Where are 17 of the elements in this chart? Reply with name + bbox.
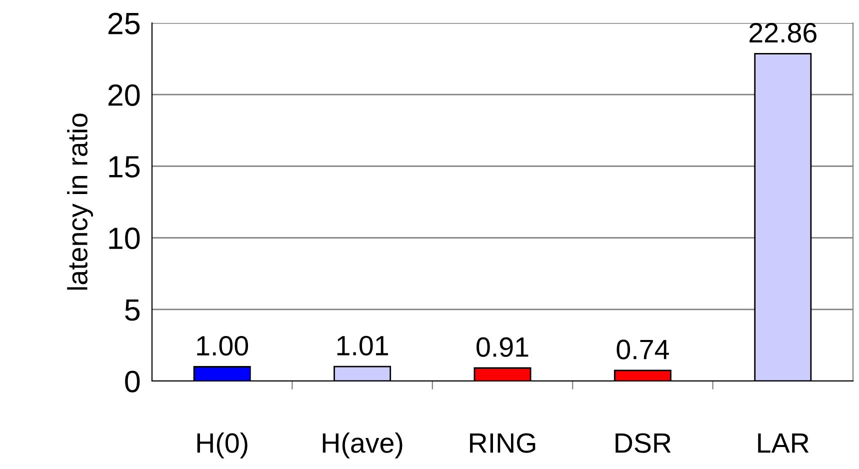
y-tick-label: 5 — [125, 299, 140, 321]
data-label: 1.00 — [197, 336, 248, 356]
x-tick-label: DSR — [616, 433, 671, 453]
y-tick-label: 15 — [109, 156, 140, 178]
data-label: 1.01 — [337, 336, 388, 356]
x-tick-label: RING — [470, 433, 536, 453]
data-label: 0.74 — [616, 340, 669, 360]
y-tick-label: 25 — [108, 12, 140, 34]
y-tick-label: 0 — [125, 370, 140, 392]
y-axis-title: latency in ratio — [67, 114, 94, 290]
y-tick-label: 20 — [108, 84, 140, 106]
data-label: 0.91 — [476, 337, 528, 357]
y-tick-label: 10 — [109, 228, 140, 250]
x-tick-label: H(ave) — [322, 432, 402, 458]
x-tick-label: H(0) — [197, 432, 248, 458]
data-label: 22.86 — [750, 22, 816, 43]
x-tick-label: LAR — [758, 434, 809, 453]
